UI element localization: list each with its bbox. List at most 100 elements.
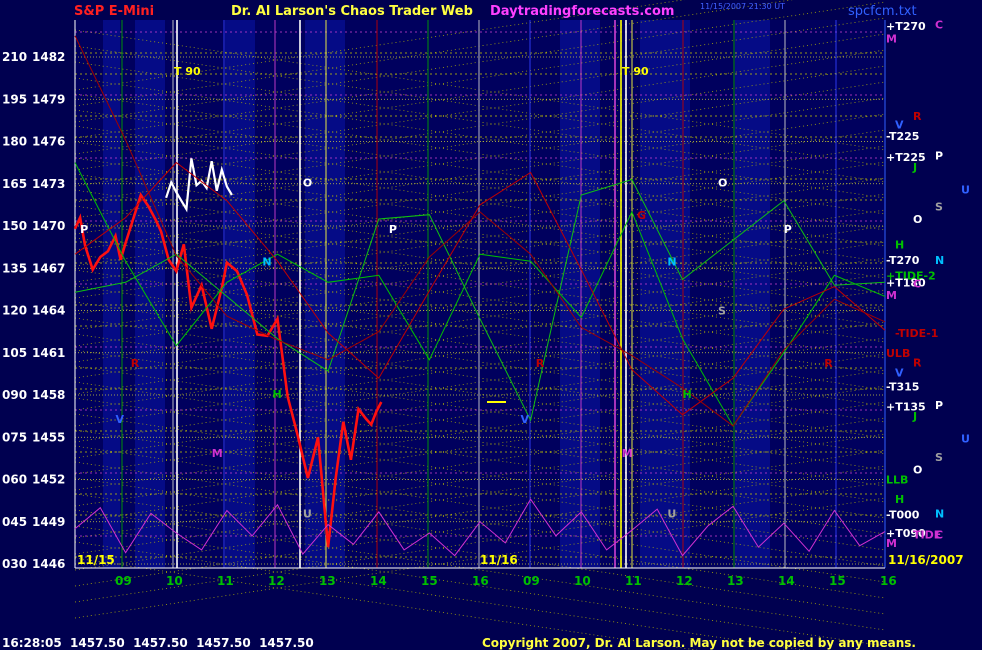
y-angle-label: 195 xyxy=(2,92,27,106)
chart-letter-R: R xyxy=(824,357,833,370)
dotted-diagonal-down xyxy=(74,189,886,311)
right-label: U xyxy=(961,433,970,446)
symbol-title: S&P E-Mini xyxy=(74,4,155,19)
dotted-diagonal-down xyxy=(74,237,886,359)
right-label: +T090 xyxy=(886,527,926,540)
dotted-diagonal-up xyxy=(74,33,886,155)
y-angle-label: 090 xyxy=(2,388,27,402)
right-label: J xyxy=(912,161,917,174)
y-angle-label: 120 xyxy=(2,304,27,318)
chart-letter-V: V xyxy=(521,413,530,426)
dotted-diagonal-down xyxy=(74,173,886,295)
right-label: S xyxy=(935,200,943,213)
dotted-diagonal-down xyxy=(74,349,886,471)
dotted-diagonal-down xyxy=(74,509,886,631)
y-angle-label: 030 xyxy=(2,557,27,571)
series-price-highlight xyxy=(165,158,233,213)
right-label: +T270 xyxy=(886,20,926,33)
right-label: M xyxy=(886,33,897,46)
dotted-diagonal-up xyxy=(74,433,886,555)
right-label: M xyxy=(886,289,897,302)
right-label: O xyxy=(913,464,922,477)
series-forecast-red-2 xyxy=(74,35,886,427)
dotted-diagonal-up xyxy=(74,145,886,267)
date-day2: 11/16 xyxy=(480,553,518,567)
dotted-diagonal-down xyxy=(74,253,886,375)
right-label: -T000 xyxy=(886,509,920,522)
dotted-diagonal-up xyxy=(74,113,886,235)
dotted-diagonal-up xyxy=(74,401,886,523)
x-hour-label: 15 xyxy=(421,574,438,588)
dotted-diagonal-down xyxy=(74,125,886,247)
chart-letter-S: S xyxy=(718,305,726,318)
dotted-diagonal-up xyxy=(74,97,886,219)
dotted-diagonal-up xyxy=(74,241,886,363)
right-label: C xyxy=(935,528,943,541)
x-hour-label: 10 xyxy=(574,574,591,588)
dotted-diagonal-up xyxy=(74,161,886,283)
dotted-diagonal-up xyxy=(74,353,886,475)
right-label: P xyxy=(935,150,943,163)
y-angle-label: 105 xyxy=(2,346,27,360)
file-name: spcfcm.txt xyxy=(848,4,917,19)
chart-letter-M: M xyxy=(622,447,633,460)
x-hour-label: 12 xyxy=(676,574,693,588)
dotted-diagonal-up xyxy=(74,497,886,619)
y-price-label: 1470 xyxy=(32,219,65,233)
dotted-diagonal-up xyxy=(74,209,886,331)
y-price-label: 1473 xyxy=(32,177,65,191)
y-price-label: 1461 xyxy=(32,346,65,360)
shade-band-0 xyxy=(103,20,120,568)
series-forecast-red-1 xyxy=(74,161,886,416)
y-price-label: 1452 xyxy=(32,473,65,487)
right-label: S xyxy=(935,451,943,464)
right-label: R xyxy=(913,357,922,370)
dotted-diagonal-up xyxy=(74,305,886,427)
chart-letter-N: N xyxy=(262,255,271,268)
dotted-diagonal-down xyxy=(74,365,886,487)
dotted-diagonal-up xyxy=(74,0,793,107)
site-link[interactable]: Daytradingforecasts.com xyxy=(490,4,675,19)
chart-letter-U: U xyxy=(667,508,676,521)
right-label: -TIDE-1 xyxy=(895,327,938,340)
dotted-diagonal-up xyxy=(74,81,886,203)
dotted-diagonal-down xyxy=(74,141,886,263)
dotted-diagonal-up xyxy=(74,49,886,171)
right-label: -T315 xyxy=(886,381,919,394)
dotted-diagonal-up xyxy=(74,321,886,443)
dotted-diagonal-down xyxy=(74,397,886,519)
x-hour-label: 09 xyxy=(115,574,132,588)
right-label: C xyxy=(935,19,943,32)
dotted-diagonal-down xyxy=(74,557,699,650)
dotted-diagonal-down xyxy=(74,541,807,650)
y-angle-label: 210 xyxy=(2,50,27,64)
right-label: +T135 xyxy=(886,400,926,413)
chart-letter-H: H xyxy=(272,388,281,401)
x-hour-label: 10 xyxy=(166,574,183,588)
dotted-diagonal-down xyxy=(74,93,886,215)
x-hour-label: 11 xyxy=(625,574,642,588)
dotted-diagonal-down xyxy=(74,109,886,231)
right-label: R xyxy=(913,110,922,123)
series-forecast-green-2 xyxy=(74,178,886,422)
x-hour-label: 14 xyxy=(778,574,795,588)
dotted-diagonal-up xyxy=(74,417,886,539)
right-label: +T180 xyxy=(886,276,926,289)
x-hour-label: 12 xyxy=(268,574,285,588)
y-price-label: 1476 xyxy=(32,135,65,149)
right-label: C xyxy=(913,278,921,291)
right-label: LLB xyxy=(886,474,908,487)
right-label: M xyxy=(886,537,897,550)
series-tide-magenta xyxy=(74,498,886,557)
shade-band-2 xyxy=(225,20,255,568)
date-day1: 11/15 xyxy=(77,553,115,567)
y-price-label: 1446 xyxy=(32,557,65,571)
right-label: -T225 xyxy=(886,130,919,143)
dotted-diagonal-up xyxy=(74,257,886,379)
chart-letter-G: G xyxy=(637,209,646,222)
shade-band-3 xyxy=(305,20,345,568)
y-price-label: 1482 xyxy=(32,50,65,64)
dotted-diagonal-up xyxy=(74,193,886,315)
dotted-diagonal-down xyxy=(74,29,886,151)
right-label: U xyxy=(961,183,970,196)
